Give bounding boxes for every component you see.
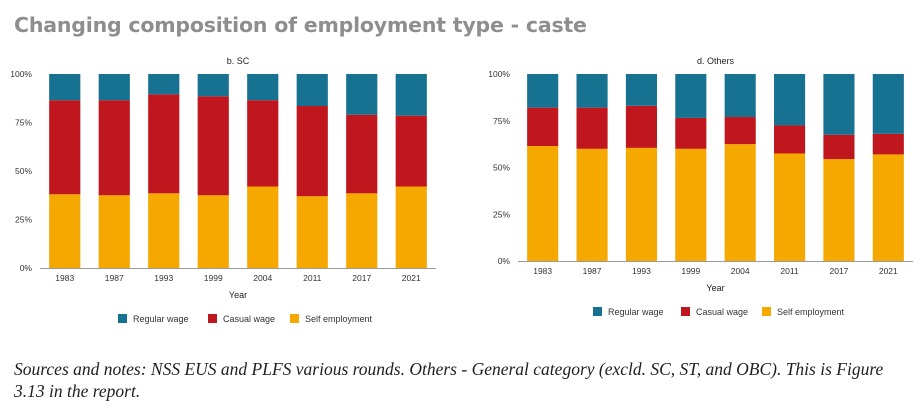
legend-label: Self employment (777, 307, 845, 317)
legend-swatch-casual (681, 307, 690, 316)
x-tick-label: 2021 (879, 266, 898, 276)
bar-self-2021 (872, 154, 904, 261)
bar-regular-1993 (148, 74, 180, 95)
x-tick-label: 1983 (533, 266, 552, 276)
x-tick-label: 1993 (154, 273, 173, 283)
legend-swatch-casual (208, 314, 217, 323)
x-axis-label: Year (229, 290, 247, 300)
bar-self-2004 (247, 186, 279, 268)
x-tick-label: 1999 (204, 273, 223, 283)
bar-casual-2017 (346, 114, 378, 194)
bar-self-1983 (527, 145, 559, 261)
bar-regular-2004 (724, 74, 756, 118)
bar-regular-2004 (247, 74, 279, 101)
bar-casual-1999 (197, 96, 229, 196)
bar-self-2017 (823, 159, 855, 261)
x-tick-label: 2004 (253, 273, 272, 283)
bar-casual-2011 (774, 125, 806, 154)
bar-casual-1983 (49, 100, 81, 195)
legend-label: Casual wage (696, 307, 748, 317)
bar-casual-2021 (395, 115, 427, 187)
bar-regular-2011 (774, 74, 806, 126)
x-tick-label: 2004 (731, 266, 750, 276)
bar-self-1987 (576, 148, 608, 261)
y-tick-label: 0% (20, 263, 33, 273)
bar-casual-2004 (247, 100, 279, 187)
x-tick-label: 1987 (583, 266, 602, 276)
bar-self-1993 (625, 147, 657, 261)
source-notes: Sources and notes: NSS EUS and PLFS vari… (14, 359, 884, 401)
chart-others: d. Others 0% 25% 50% 75% 100% 1983 1987 1993 1999… (488, 56, 913, 317)
bar-regular-1993 (625, 74, 657, 106)
bar-self-1999 (197, 195, 229, 268)
legend-swatch-regular (118, 314, 127, 323)
x-tick-label: 2021 (402, 273, 421, 283)
bar-regular-2021 (395, 74, 427, 116)
bar-casual-2017 (823, 134, 855, 160)
legend-swatch-regular (593, 307, 602, 316)
bar-regular-2021 (872, 74, 904, 134)
x-tick-label: 2011 (780, 266, 799, 276)
bar-self-2011 (296, 196, 328, 268)
x-tick-label: 2011 (303, 273, 322, 283)
y-tick-label: 100% (488, 69, 510, 79)
bar-casual-2011 (296, 106, 328, 197)
y-tick-label: 50% (15, 166, 32, 176)
y-tick-label: 25% (493, 209, 510, 219)
bar-regular-2017 (346, 74, 378, 115)
legend-label: Self employment (305, 314, 373, 324)
x-tick-label: 1987 (105, 273, 124, 283)
bar-self-1983 (49, 194, 81, 268)
page-title: Changing composition of employment type … (14, 13, 587, 37)
bar-casual-1999 (675, 117, 707, 149)
x-tick-label: 1983 (55, 273, 74, 283)
panel-title: d. Others (697, 56, 735, 66)
bar-regular-1999 (675, 74, 707, 118)
x-tick-label: 1993 (632, 266, 651, 276)
bar-self-2011 (774, 153, 806, 261)
bar-self-2021 (395, 186, 427, 268)
y-tick-label: 50% (493, 163, 510, 173)
legend-swatch-self (290, 314, 299, 323)
x-tick-label: 2017 (829, 266, 848, 276)
bar-self-2004 (724, 144, 756, 261)
bar-casual-1987 (98, 100, 130, 196)
legend-label: Regular wage (133, 314, 189, 324)
bar-regular-1983 (49, 74, 81, 101)
legend-label: Regular wage (608, 307, 664, 317)
bar-casual-1983 (527, 107, 559, 146)
y-tick-label: 25% (15, 215, 32, 225)
bar-regular-2017 (823, 74, 855, 135)
bar-casual-2021 (872, 133, 904, 155)
bar-casual-1993 (148, 94, 180, 194)
y-tick-label: 75% (15, 118, 32, 128)
bar-regular-2011 (296, 74, 328, 107)
bar-self-1987 (98, 195, 130, 268)
legend-swatch-self (762, 307, 771, 316)
bar-casual-1993 (625, 105, 657, 148)
panel-title: b. SC (227, 56, 250, 66)
legend-label: Casual wage (223, 314, 275, 324)
y-tick-label: 100% (10, 69, 32, 79)
bar-casual-1987 (576, 107, 608, 149)
chart-sc: b. SC 0% 25% 50% 75% 100% 1983 1987 1993 1999 2004… (10, 56, 436, 324)
bar-self-1993 (148, 193, 180, 268)
bar-regular-1987 (576, 74, 608, 108)
bar-regular-1999 (197, 74, 229, 97)
bar-casual-2004 (724, 117, 756, 145)
bar-regular-1987 (98, 74, 130, 101)
bar-self-2017 (346, 193, 378, 268)
bar-regular-1983 (527, 74, 559, 108)
x-axis-label: Year (706, 283, 724, 293)
y-tick-label: 75% (493, 116, 510, 126)
bar-self-1999 (675, 148, 707, 261)
y-tick-label: 0% (498, 256, 511, 266)
x-tick-label: 2017 (352, 273, 371, 283)
x-tick-label: 1999 (681, 266, 700, 276)
